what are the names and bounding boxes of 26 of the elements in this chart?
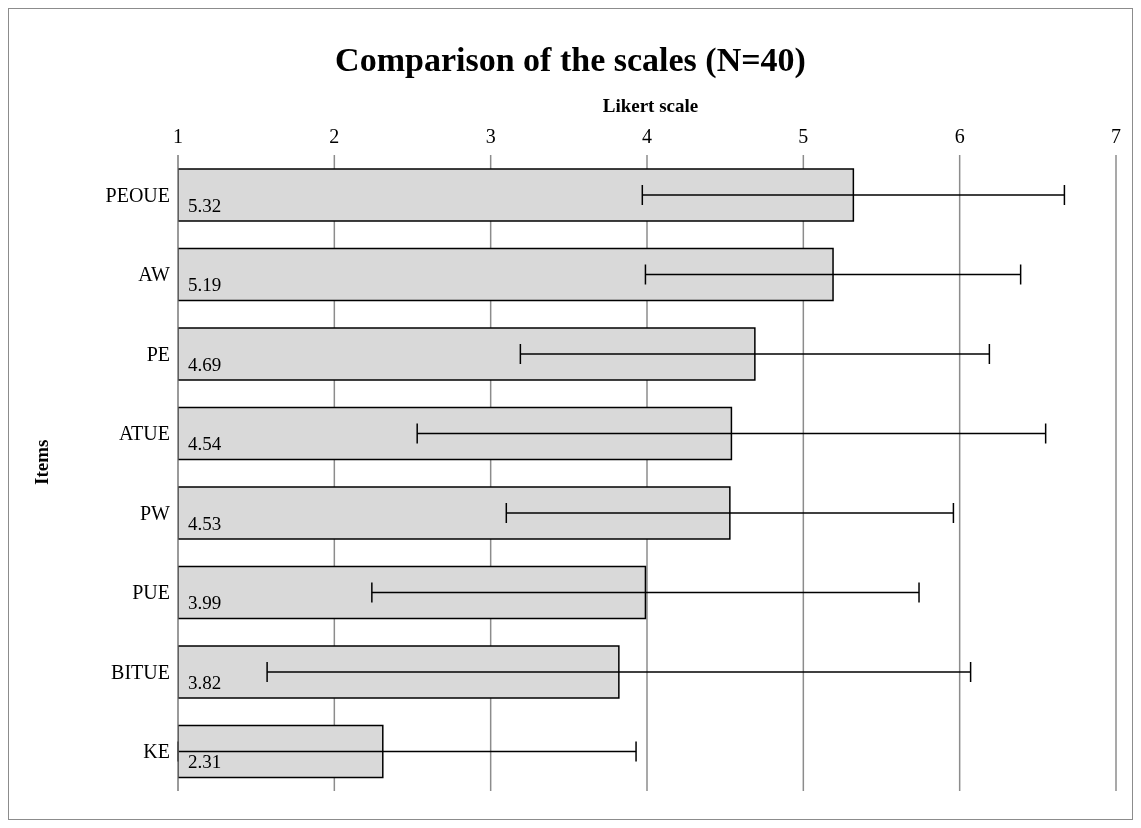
x-tick-label: 2	[329, 125, 340, 147]
y-tick-label: ATUE	[118, 422, 170, 445]
x-tick-label: 6	[954, 125, 965, 147]
chart-title: Comparison of the scales (N=40)	[334, 41, 807, 80]
data-label: 4.69	[188, 353, 222, 375]
y-tick-label: PUE	[132, 581, 170, 604]
x-tick-label: 1	[173, 125, 183, 147]
y-tick-label: PW	[140, 501, 171, 524]
data-label: 5.32	[188, 194, 222, 216]
data-label: 3.82	[188, 671, 222, 693]
x-tick-label: 4	[642, 125, 652, 147]
x-tick-label: 3	[485, 125, 496, 147]
y-tick-label: PEOUE	[105, 183, 170, 206]
data-label: 4.54	[188, 433, 222, 455]
x-tick-label: 7	[1111, 125, 1121, 147]
y-tick-label: AW	[138, 263, 171, 286]
data-label: 5.19	[188, 274, 222, 296]
y-tick-label: PE	[146, 342, 170, 365]
y-tick-label: BITUE	[111, 660, 170, 683]
y-tick-label: KE	[143, 740, 170, 763]
data-label: 3.99	[188, 592, 222, 614]
x-tick-label: 5	[798, 125, 809, 147]
data-label: 4.53	[188, 512, 222, 534]
y-axis-title: Items	[31, 439, 53, 485]
data-label: 2.31	[188, 751, 222, 773]
x-axis-title: Likert scale	[601, 95, 700, 117]
